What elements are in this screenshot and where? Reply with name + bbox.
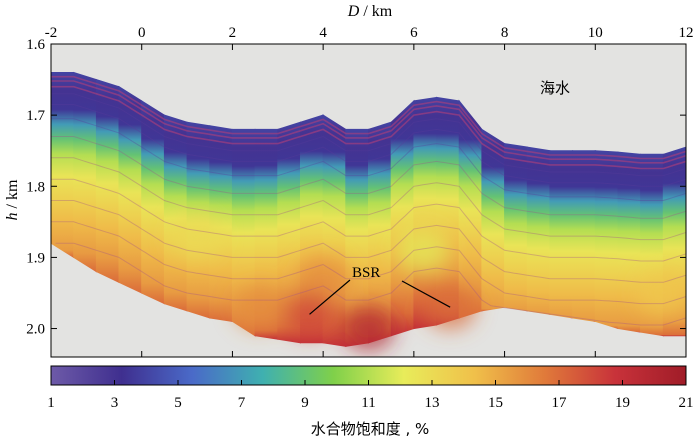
plot-frame	[50, 43, 687, 358]
colorbar-tick-label: 21	[679, 395, 694, 411]
seismic-reflectors	[51, 75, 686, 326]
x-tick-label: 8	[501, 25, 509, 41]
saturation-column	[549, 150, 574, 319]
y-axis-ticks: 1.6 1.7 1.8 1.9 2.0	[26, 37, 686, 338]
y-tick-label: 1.9	[26, 250, 45, 266]
x-tick-label: 10	[588, 25, 603, 41]
colorbar-tick-label: 5	[174, 395, 182, 411]
bsr-leader-line	[309, 279, 351, 315]
reflector-line	[51, 178, 686, 262]
saturation-anomaly	[170, 214, 223, 259]
colorbar-tick-label: 7	[238, 395, 246, 411]
reflector-line	[51, 104, 686, 187]
saturation-column	[594, 150, 619, 330]
x-axis-unit: / km	[359, 3, 392, 20]
y-axis-variable: h	[4, 212, 21, 220]
x-axis-ticks: -2 0 2 4 6 8 10 12	[45, 25, 694, 357]
saturation-anomalies	[170, 214, 686, 351]
colorbar-tick-label: 9	[301, 395, 309, 411]
plot-area	[50, 43, 687, 358]
y-axis-unit: / km	[4, 179, 21, 212]
x-tick-label: 12	[679, 25, 694, 41]
colorbar-ticks: 1 3 5 7 9 11 13 15 17 19 21	[47, 380, 694, 411]
y-tick-label: 1.7	[26, 108, 45, 124]
saturation-column	[95, 78, 120, 284]
saturation-section	[51, 71, 686, 351]
bsr-label: BSR	[352, 265, 380, 281]
colorbar-tick-label: 17	[552, 395, 568, 411]
colorbar-tick-label: 1	[47, 395, 55, 411]
reflector-line	[51, 85, 686, 170]
saturation-anomaly	[637, 270, 686, 315]
saturation-column	[163, 114, 188, 312]
colorbar-tick-label: 15	[488, 395, 503, 411]
saturation-column	[617, 151, 642, 333]
saturation-column	[73, 71, 97, 273]
x-tick-label: -2	[45, 25, 58, 41]
x-tick-label: 4	[319, 25, 327, 41]
reflector-line	[51, 221, 686, 305]
colorbar: 1 3 5 7 9 11 13 15 17 19 21 水合物饱和度 , %	[47, 365, 694, 438]
y-axis-label: h / km	[4, 179, 21, 220]
saturation-anomaly	[233, 285, 286, 330]
saturation-anomaly	[297, 256, 350, 301]
reflector-line	[55, 242, 686, 326]
colorbar-tick-label: 3	[111, 395, 119, 411]
reflector-line	[51, 75, 686, 160]
colorbar-tick-label: 11	[361, 395, 375, 411]
saturation-anomaly	[396, 228, 449, 273]
y-tick-label: 1.8	[26, 179, 45, 195]
saturation-column	[504, 143, 528, 312]
saturation-column	[118, 85, 143, 294]
saturation-column	[526, 146, 551, 315]
x-tick-label: 6	[410, 25, 418, 41]
y-tick-label: 1.6	[26, 37, 45, 53]
reflector-line	[51, 136, 686, 219]
bsr-leader-lines	[309, 279, 451, 315]
y-tick-label: 2.0	[26, 322, 45, 338]
x-axis-variable: D	[347, 3, 360, 20]
bsr-leader-line	[401, 280, 451, 308]
x-axis-label: D / km	[347, 3, 393, 20]
reflector-line	[51, 93, 686, 177]
colorbar-tick-label: 19	[615, 395, 630, 411]
reflector-line	[51, 157, 686, 241]
x-tick-label: 2	[229, 25, 237, 41]
colorbar-tick-label: 13	[425, 395, 440, 411]
seawater-label: 海水	[540, 79, 570, 97]
reflector-line	[51, 80, 686, 164]
reflector-line	[51, 118, 686, 201]
saturation-column	[51, 72, 75, 259]
saturation-anomaly	[342, 306, 395, 351]
reflector-line	[51, 200, 686, 283]
colorbar-label: 水合物饱和度 , %	[311, 420, 430, 438]
x-tick-label: 0	[138, 25, 146, 41]
